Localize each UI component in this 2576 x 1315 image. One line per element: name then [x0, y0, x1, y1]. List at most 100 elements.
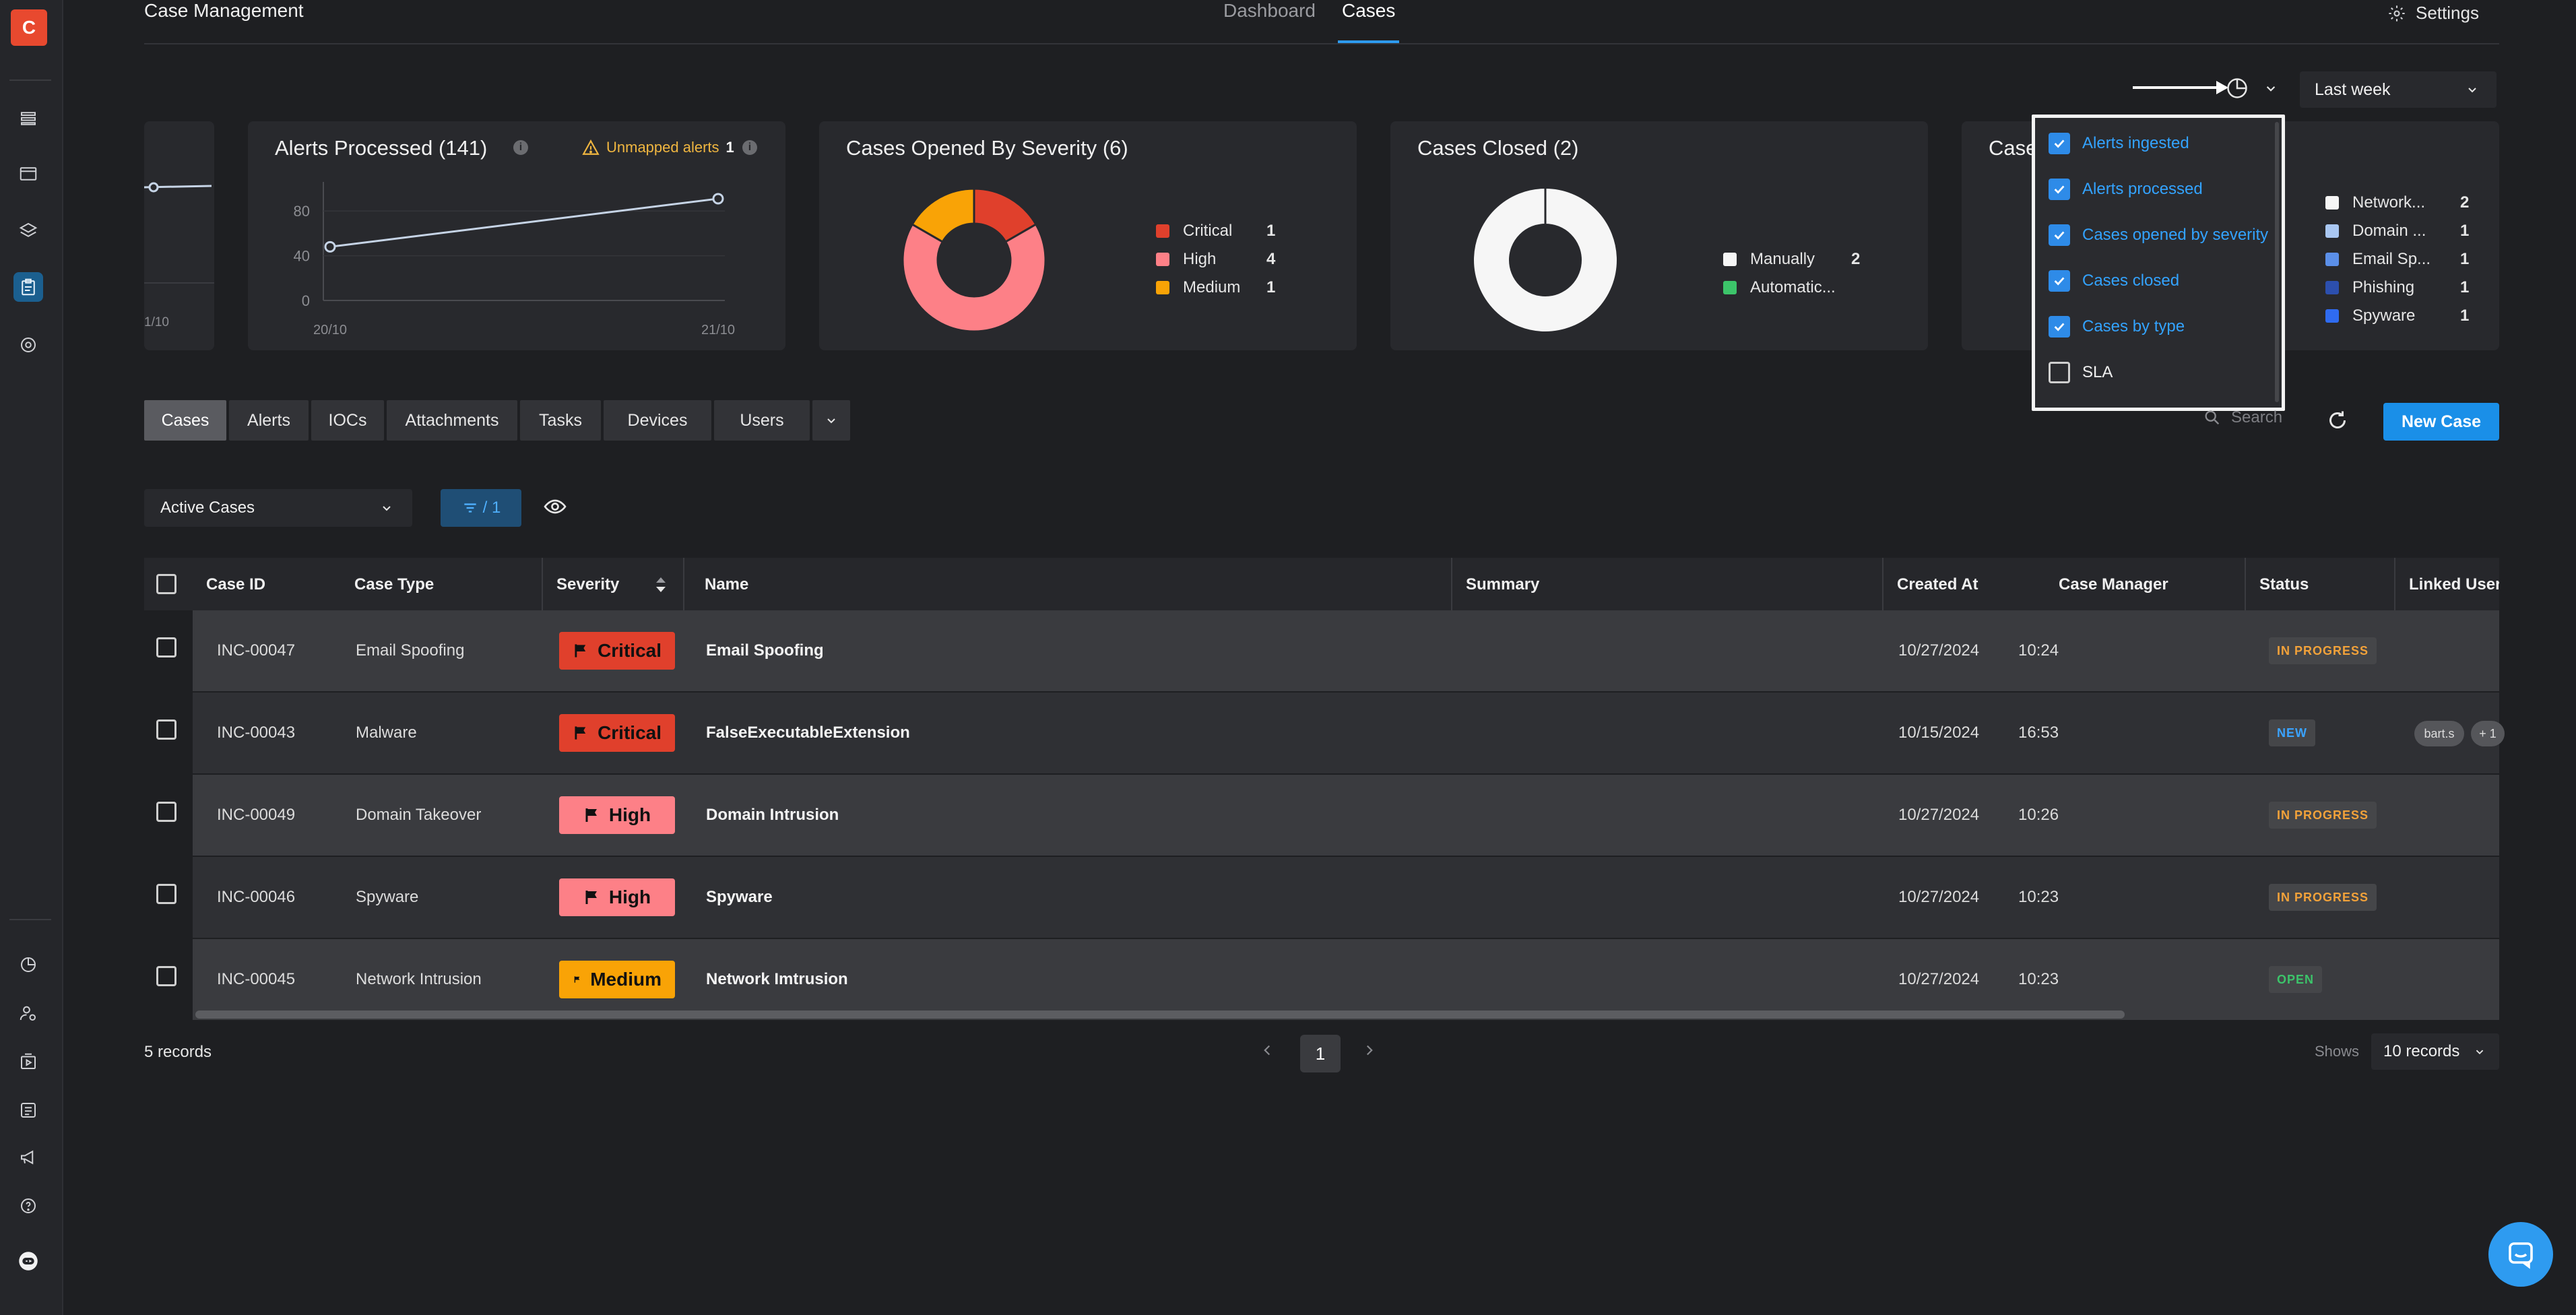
- case-name-link[interactable]: FalseExecutableExtension: [706, 724, 910, 742]
- column-header-case-type[interactable]: Case Type: [354, 575, 434, 594]
- created-time: 10:26: [2018, 806, 2059, 824]
- select-all-checkbox[interactable]: [156, 574, 176, 594]
- playbook-icon[interactable]: [13, 1047, 43, 1077]
- case-name-link[interactable]: Domain Intrusion: [706, 806, 839, 824]
- settings-cog-icon[interactable]: [13, 330, 43, 360]
- tab-users[interactable]: Users: [714, 400, 810, 441]
- linked-users-more-chip[interactable]: + 1: [2471, 721, 2505, 746]
- filter-button[interactable]: / 1: [441, 489, 521, 527]
- checkbox-checked[interactable]: [2049, 224, 2070, 246]
- table-row[interactable]: INC-00043 Malware Critical FalseExecutab…: [193, 693, 2505, 773]
- menu-item-sla[interactable]: SLA: [2049, 362, 2113, 383]
- view-select-value: Active Cases: [160, 499, 255, 517]
- tabs-more-button[interactable]: [812, 400, 850, 441]
- info-icon[interactable]: i: [742, 140, 757, 155]
- unmapped-count: 1: [726, 139, 734, 156]
- column-header-linked-users[interactable]: Linked Users: [2409, 575, 2499, 594]
- menu-item-cases-opened[interactable]: Cases opened by severity: [2049, 224, 2268, 246]
- column-header-severity[interactable]: Severity: [556, 575, 620, 594]
- search-input[interactable]: Search: [2231, 408, 2283, 426]
- column-header-case-manager[interactable]: Case Manager: [2059, 575, 2168, 594]
- row-checkbox[interactable]: [156, 802, 176, 822]
- menu-item-alerts-ingested[interactable]: Alerts ingested: [2049, 133, 2189, 154]
- tab-dashboard[interactable]: Dashboard: [1223, 0, 1316, 21]
- unmapped-alerts[interactable]: Unmapped alerts 1: [582, 139, 734, 156]
- created-time: 10:23: [2018, 970, 2059, 988]
- checkbox-checked[interactable]: [2049, 270, 2070, 292]
- tab-devices[interactable]: Devices: [604, 400, 711, 441]
- tab-tasks[interactable]: Tasks: [520, 400, 601, 441]
- next-page-button[interactable]: [1361, 1041, 1381, 1066]
- time-range-select[interactable]: Last week: [2300, 71, 2497, 108]
- row-checkbox[interactable]: [156, 637, 176, 658]
- flag-icon: [574, 976, 580, 983]
- column-visibility-button[interactable]: [543, 494, 570, 521]
- widget-menu-chevron[interactable]: [2262, 79, 2282, 100]
- checkbox-checked[interactable]: [2049, 316, 2070, 338]
- user-gear-icon[interactable]: [13, 998, 43, 1028]
- chat-support-button[interactable]: [2488, 1222, 2553, 1287]
- case-clipboard-icon[interactable]: [13, 272, 43, 302]
- table-horizontal-scrollbar[interactable]: [195, 1011, 2125, 1019]
- refresh-button[interactable]: [2325, 408, 2352, 435]
- checkbox-unchecked[interactable]: [2049, 362, 2070, 383]
- view-select[interactable]: Active Cases: [144, 489, 412, 527]
- column-divider: [2394, 558, 2395, 610]
- tab-iocs[interactable]: IOCs: [311, 400, 384, 441]
- menu-item-cases-closed[interactable]: Cases closed: [2049, 270, 2179, 292]
- robot-icon[interactable]: [13, 1246, 43, 1276]
- help-icon[interactable]: [13, 1191, 43, 1221]
- search-box[interactable]: Search: [2203, 408, 2282, 427]
- database-icon[interactable]: [13, 1095, 43, 1125]
- column-header-created-at[interactable]: Created At: [1897, 575, 1978, 594]
- legend-swatch: [2325, 309, 2339, 323]
- tab-alerts[interactable]: Alerts: [229, 400, 309, 441]
- column-header-summary[interactable]: Summary: [1466, 575, 1540, 594]
- checkbox-checked[interactable]: [2049, 179, 2070, 200]
- sort-icon[interactable]: [653, 574, 668, 596]
- grid-icon[interactable]: [13, 104, 43, 133]
- checkbox-checked[interactable]: [2049, 133, 2070, 154]
- megaphone-icon[interactable]: [13, 1143, 43, 1172]
- row-checkbox[interactable]: [156, 884, 176, 904]
- column-header-name[interactable]: Name: [705, 575, 749, 594]
- table-row[interactable]: INC-00049 Domain Takeover High Domain In…: [193, 775, 2499, 856]
- page-size-select[interactable]: 10 records: [2371, 1033, 2499, 1070]
- legend-value: 1: [1266, 278, 1276, 296]
- tab-cases[interactable]: Cases: [1337, 0, 1400, 43]
- new-case-button[interactable]: New Case: [2383, 403, 2499, 441]
- case-name-link[interactable]: Email Spoofing: [706, 641, 824, 660]
- table-row[interactable]: INC-00047 Email Spoofing Critical Email …: [193, 610, 2499, 691]
- pie-chart-icon[interactable]: [13, 950, 43, 980]
- menu-scrollbar[interactable]: [2275, 122, 2279, 402]
- tab-cases-list[interactable]: Cases: [144, 400, 226, 441]
- table-row[interactable]: INC-00046 Spyware High Spyware 10/27/202…: [193, 857, 2499, 938]
- card-count: (2): [1553, 136, 1579, 160]
- legend-value: 1: [2460, 250, 2470, 268]
- app-logo[interactable]: C: [11, 9, 47, 46]
- window-icon[interactable]: [13, 159, 43, 189]
- column-header-case-id[interactable]: Case ID: [206, 575, 266, 594]
- prev-page-button[interactable]: [1258, 1041, 1279, 1066]
- widget-chart-toggle[interactable]: [2224, 75, 2251, 102]
- case-name-link[interactable]: Network Imtrusion: [706, 970, 848, 988]
- menu-item-cases-by-type[interactable]: Cases by type: [2049, 316, 2185, 338]
- layers-icon[interactable]: [13, 216, 43, 245]
- row-checkbox[interactable]: [156, 719, 176, 740]
- settings-button[interactable]: Settings: [2387, 3, 2479, 24]
- row-checkbox[interactable]: [156, 966, 176, 986]
- column-header-status[interactable]: Status: [2259, 575, 2309, 594]
- menu-item-alerts-processed[interactable]: Alerts processed: [2049, 179, 2203, 200]
- legend-label: Critical: [1183, 222, 1233, 240]
- page-size-value: 10 records: [2383, 1042, 2460, 1060]
- tab-attachments[interactable]: Attachments: [387, 400, 517, 441]
- linked-user-chip[interactable]: bart.s: [2414, 721, 2464, 746]
- table-row[interactable]: INC-00045 Network Intrusion Medium Netwo…: [193, 939, 2499, 1020]
- info-icon[interactable]: i: [513, 140, 528, 155]
- page-number-button[interactable]: 1: [1300, 1035, 1341, 1072]
- warning-icon: [582, 139, 600, 155]
- status-badge: NEW: [2269, 719, 2315, 746]
- status-badge: IN PROGRESS: [2269, 884, 2377, 911]
- case-name-link[interactable]: Spyware: [706, 888, 773, 906]
- eye-icon: [544, 499, 567, 514]
